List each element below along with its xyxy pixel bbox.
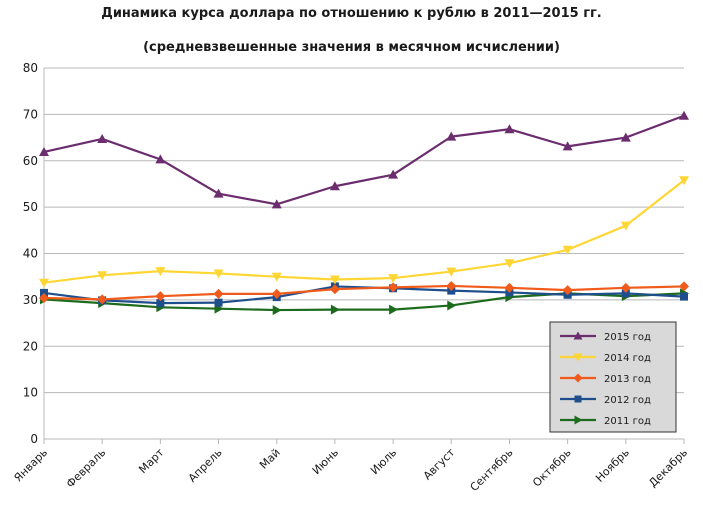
data-point (446, 280, 457, 291)
data-point (272, 305, 282, 316)
legend-label: 2015 год (604, 332, 651, 343)
data-point (40, 288, 48, 297)
data-point (214, 298, 223, 307)
y-tick-label: 30 (23, 293, 38, 307)
data-point (388, 274, 399, 284)
data-point (680, 292, 688, 301)
series-line (43, 114, 685, 206)
data-point (213, 188, 224, 198)
data-point (679, 110, 689, 120)
y-tick-label: 0 (30, 432, 38, 446)
data-point (447, 300, 457, 311)
data-point (446, 131, 457, 141)
y-tick-label: 50 (23, 200, 38, 214)
x-tick-label: Июль (368, 446, 399, 477)
legend-label: 2014 год (604, 353, 651, 364)
data-point (388, 282, 399, 293)
data-point (573, 373, 583, 383)
data-point (271, 288, 282, 299)
x-tick-label: Июнь (310, 446, 341, 477)
x-tick-label: Март (136, 446, 167, 477)
data-point (389, 304, 399, 315)
series-line (43, 284, 685, 301)
data-point (97, 294, 108, 305)
data-point (574, 415, 583, 425)
series-line (43, 179, 685, 284)
y-tick-label: 70 (23, 107, 38, 121)
data-point (562, 141, 573, 151)
data-point (329, 275, 340, 285)
data-point (573, 331, 583, 340)
data-point (329, 284, 340, 295)
data-point (562, 245, 573, 255)
data-point (213, 288, 224, 299)
x-tick-label: Сентябрь (468, 446, 516, 494)
data-point (504, 259, 515, 269)
data-point (39, 293, 49, 304)
data-point (155, 291, 166, 302)
y-tick-label: 40 (23, 247, 38, 261)
data-point (621, 289, 630, 298)
data-point (620, 282, 631, 293)
data-point (213, 269, 224, 279)
data-point (155, 267, 166, 277)
data-point (271, 199, 282, 209)
y-tick-label: 60 (23, 154, 38, 168)
x-tick-label: Апрель (186, 446, 225, 485)
data-point (330, 304, 340, 315)
y-tick-label: 80 (23, 61, 38, 75)
data-point (446, 267, 457, 277)
data-point (504, 282, 515, 293)
legend-label: 2013 год (604, 374, 651, 385)
y-tick-label: 20 (23, 339, 38, 353)
x-tick-label: Октябрь (530, 446, 574, 490)
data-point (271, 272, 282, 282)
chart-subtitle: (средневзвешенные значения в месячном ис… (143, 40, 560, 55)
data-point (155, 154, 166, 164)
x-tick-label: Май (257, 446, 283, 472)
data-point (679, 176, 689, 186)
data-point (39, 146, 49, 156)
data-point (388, 169, 399, 179)
chart-title: Динамика курса доллара по отношению к ру… (101, 6, 602, 21)
data-point (573, 353, 583, 362)
data-point (679, 281, 689, 292)
data-point (97, 271, 108, 281)
data-point (562, 285, 573, 296)
x-tick-label: Февраль (64, 446, 109, 491)
data-point (97, 133, 108, 143)
data-point (329, 181, 340, 191)
data-point (156, 299, 165, 308)
data-point (620, 132, 631, 142)
x-tick-label: Декабрь (646, 446, 690, 490)
data-point (620, 221, 631, 231)
data-point (574, 395, 582, 403)
legend-label: 2011 год (604, 416, 651, 427)
data-point (39, 278, 49, 288)
y-tick-label: 10 (23, 386, 38, 400)
legend-label: 2012 год (604, 395, 651, 406)
x-tick-label: Январь (12, 446, 51, 485)
data-point (504, 124, 515, 134)
x-tick-label: Август (421, 446, 458, 483)
x-tick-label: Ноябрь (593, 446, 632, 485)
